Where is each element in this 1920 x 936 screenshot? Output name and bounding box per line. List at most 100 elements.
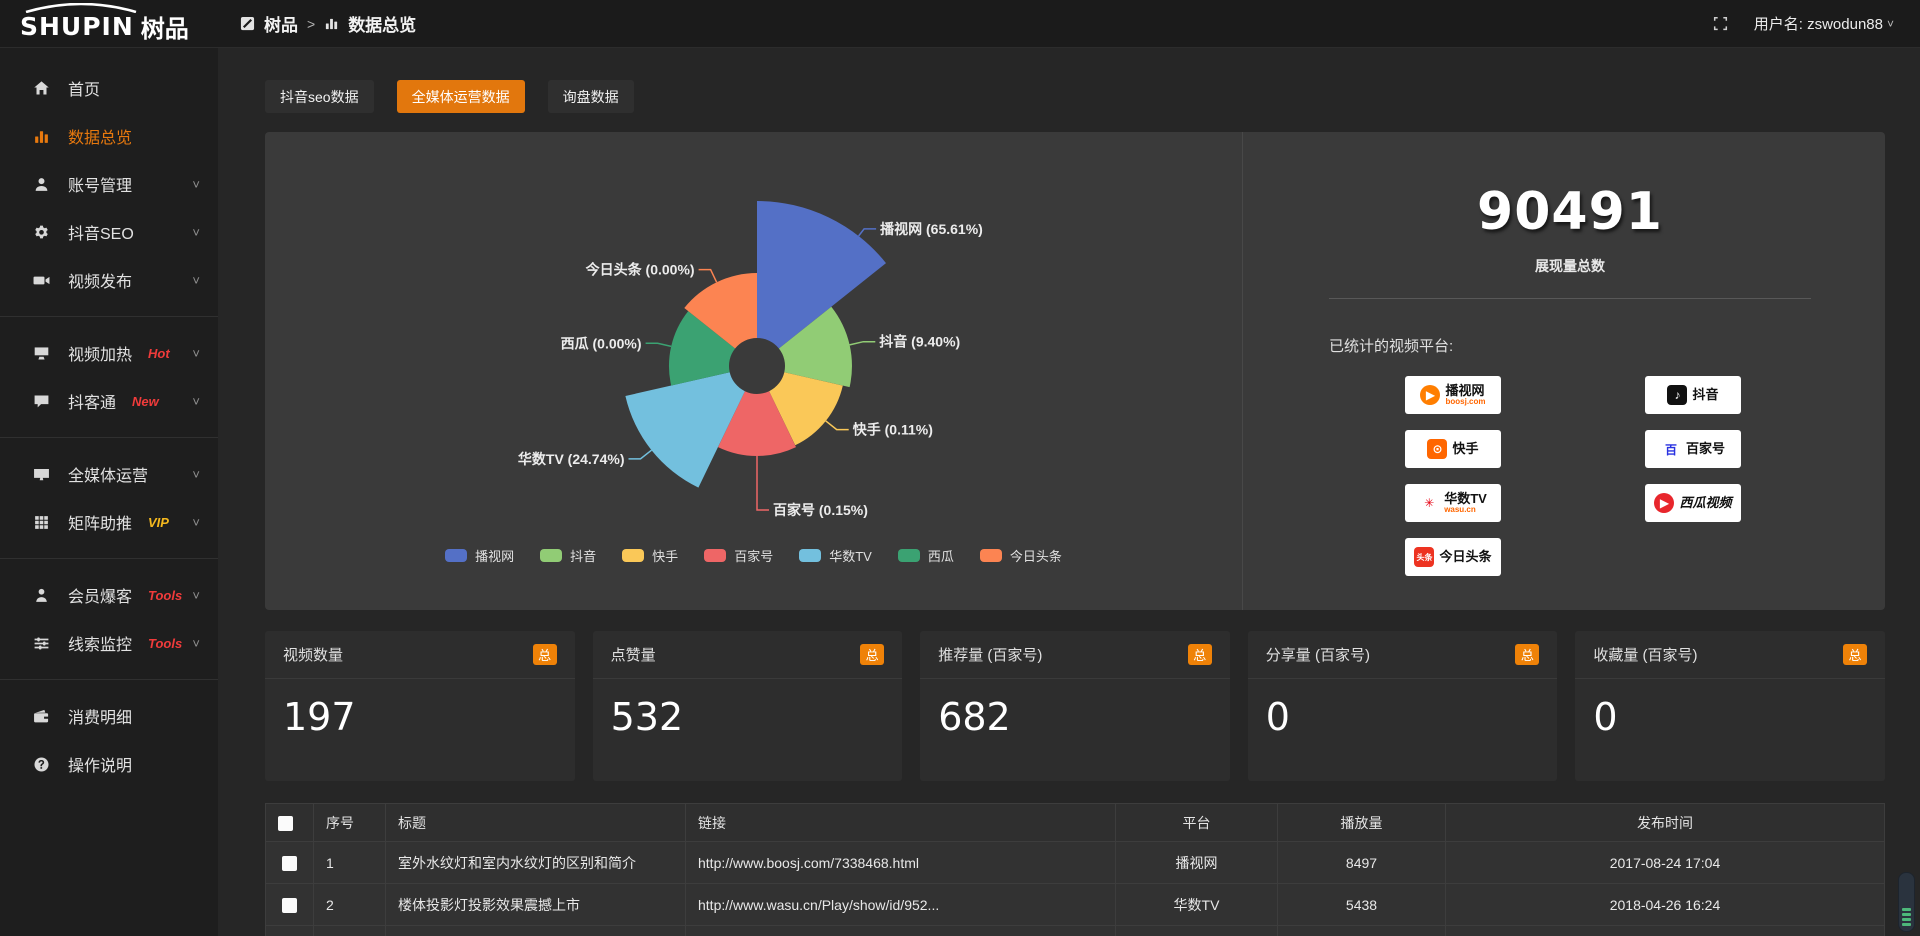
total-impressions-value: 90491: [1477, 182, 1663, 242]
total-badge: 总: [532, 644, 557, 665]
toutiao-icon: 头条: [1414, 547, 1435, 567]
boosj-icon: ▶: [1420, 385, 1441, 405]
sidebar-item-视频发布[interactable]: 视频发布 ˅: [0, 256, 218, 304]
member-icon: [33, 587, 51, 604]
legend-label: 今日头条: [1009, 549, 1062, 564]
legend-label: 播视网: [475, 549, 515, 564]
pie-slice-今日头条[interactable]: [684, 273, 757, 349]
total-badge: 总: [1515, 644, 1540, 665]
cell-plays: 5438: [1277, 883, 1446, 926]
sidebar-item-label: 线索监控: [68, 637, 133, 654]
heat-icon: [33, 345, 51, 362]
platform-badge-百家号: 百百家号: [1645, 430, 1741, 468]
breadcrumb-root[interactable]: 树品: [264, 16, 298, 35]
platform-label: 百家号: [1685, 441, 1725, 457]
sidebar-badge-Tools: Tools: [148, 587, 183, 603]
floating-scroll-widget[interactable]: [1898, 872, 1915, 932]
logo-text-en: SHUPIN: [20, 12, 134, 41]
legend-chip: [704, 549, 727, 562]
sidebar-item-label: 全媒体运营: [68, 468, 149, 485]
total-badge: 总: [1187, 644, 1212, 665]
platform-label: 华数TV: [1444, 490, 1487, 506]
chevron-down-icon: ˅: [192, 635, 200, 651]
stat-cards-row: 视频数量总 197 点赞量总 532 推荐量 (百家号) 总 682 分享量 (百家号) 总 0 收…: [265, 631, 1885, 781]
sidebar-divider: [0, 679, 218, 680]
sidebar-item-视频加热[interactable]: 视频加热 Hot ˅: [0, 329, 218, 377]
legend-label: 快手: [652, 549, 679, 564]
rose-chart: 播视网 (65.61%) 抖音 (9.40%) 快手 (0.11%) 百家号 (0.1…: [518, 201, 983, 518]
pie-slice-抖音[interactable]: [778, 306, 852, 388]
legend-chip: [979, 549, 1002, 562]
sidebar-item-全媒体运营[interactable]: 全媒体运营 ˅: [0, 450, 218, 498]
total-impressions-label: 展现量总数: [1535, 258, 1605, 274]
sidebar-item-线索监控[interactable]: 线索监控 Tools ˅: [0, 619, 218, 667]
fullscreen-icon[interactable]: [1713, 16, 1728, 31]
stat-card-点赞量: 点赞量 总 532: [592, 631, 903, 781]
cell-url-link[interactable]: http://www.boosj.com/7338468.html: [685, 841, 1116, 884]
pie-slice-西瓜[interactable]: [668, 311, 736, 386]
legend-item-华数TV[interactable]: 华数TV: [799, 546, 872, 565]
pie-slice-百家号[interactable]: [718, 391, 796, 456]
platform-sub-label: wasu.cn: [1444, 504, 1476, 514]
cell-platform: 播视网: [1115, 841, 1278, 884]
sidebar-item-抖音SEO[interactable]: 抖音SEO ˅: [0, 208, 218, 256]
sidebar-item-矩阵助推[interactable]: 矩阵助推 VIP ˅: [0, 498, 218, 546]
platform-sub-label: boosj.com: [1445, 396, 1486, 406]
stat-card-value: 0: [1265, 695, 1290, 739]
legend-item-今日头条[interactable]: 今日头条: [979, 546, 1062, 565]
sidebar-item-label: 会员爆客: [68, 589, 133, 606]
platform-label: 抖音: [1692, 387, 1719, 403]
pie-label-抖音: 抖音 (9.40%): [879, 334, 960, 350]
baijiahao-icon: 百: [1660, 439, 1681, 459]
total-badge: 总: [860, 644, 885, 665]
column-header-序号: 序号: [313, 803, 386, 842]
pie-slice-播视网[interactable]: [757, 201, 886, 349]
sidebar-item-label: 数据总览: [68, 130, 133, 147]
legend-item-快手[interactable]: 快手: [622, 546, 678, 565]
stat-card-label: 收藏量 (百家号): [1593, 647, 1698, 664]
stat-card-value: 682: [938, 695, 1011, 739]
pie-label-line-华数TV: [628, 449, 652, 460]
summary-area: 90491 展现量总数 已统计的视频平台: ▶ 播视网 boosj.com ♪ 抖音 ⊙ 快…: [1243, 132, 1885, 610]
row-checkbox[interactable]: [282, 897, 297, 913]
platform-badge-华数TV: ✳ 华数TV wasu.cn: [1405, 484, 1501, 522]
data-tabs: 抖音seo数据 全媒体运营数据 询盘数据: [265, 80, 1885, 113]
gear-icon: [33, 224, 51, 241]
sidebar-item-数据总览[interactable]: 数据总览: [0, 112, 218, 160]
sidebar-item-抖客通[interactable]: 抖客通 New ˅: [0, 377, 218, 425]
topbar-right: 用户名: zswodun88 ˅: [1713, 13, 1920, 34]
cell-url-link[interactable]: http://www.wasu.cn/Play/show/id/952...: [685, 883, 1116, 926]
row-checkbox[interactable]: [282, 855, 297, 871]
pie-slice-华数TV[interactable]: [625, 372, 745, 488]
pie-label-line-播视网: [858, 228, 877, 237]
pie-slice-快手[interactable]: [769, 372, 843, 446]
summary-divider: [1329, 298, 1811, 299]
sidebar-item-label: 视频加热: [68, 347, 133, 364]
legend-item-抖音[interactable]: 抖音: [540, 546, 596, 565]
bar-chart-icon: [324, 16, 339, 31]
username[interactable]: 用户名: zswodun88 ˅: [1754, 13, 1894, 34]
stat-card-label: 推荐量 (百家号): [938, 647, 1043, 664]
legend-item-百家号[interactable]: 百家号: [704, 546, 773, 565]
sidebar-item-账号管理[interactable]: 账号管理 ˅: [0, 160, 218, 208]
sidebar-item-操作说明[interactable]: 操作说明: [0, 740, 218, 788]
tab-全媒体运营数据[interactable]: 全媒体运营数据: [396, 80, 525, 113]
tab-询盘数据[interactable]: 询盘数据: [547, 80, 634, 113]
video-icon: [33, 272, 51, 289]
legend-chip: [897, 549, 920, 562]
sidebar: 首页数据总览账号管理 ˅ 抖音SEO ˅ 视频发布 ˅ 视频加热 Hot ˅ 抖客通 New ˅ 全媒体…: [0, 48, 218, 936]
sidebar-item-首页[interactable]: 首页: [0, 64, 218, 112]
sidebar-item-消费明细[interactable]: 消费明细: [0, 692, 218, 740]
cell-title-link[interactable]: 室外水纹灯和室内水纹灯的区别和简介: [385, 841, 686, 884]
wallet-icon: [33, 708, 51, 725]
tab-抖音seo数据[interactable]: 抖音seo数据: [265, 80, 374, 113]
username-label: 用户名: zswodun88: [1753, 16, 1883, 33]
cell-title-link[interactable]: 楼体投影灯投影效果震撼上市: [385, 883, 686, 926]
legend-item-西瓜[interactable]: 西瓜: [897, 546, 954, 565]
stat-card-value: 532: [610, 695, 684, 739]
sidebar-item-会员爆客[interactable]: 会员爆客 Tools ˅: [0, 571, 218, 619]
select-all-checkbox[interactable]: [278, 815, 293, 831]
legend-item-播视网[interactable]: 播视网: [445, 546, 514, 565]
platform-label: 快手: [1452, 441, 1479, 457]
breadcrumb-current: 数据总览: [348, 16, 417, 35]
